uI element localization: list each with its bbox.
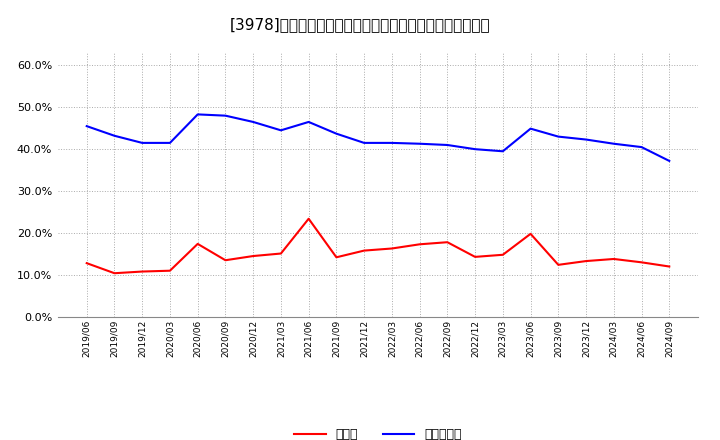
現預金 — [665, 264, 674, 269]
有利子負債 — [138, 140, 147, 146]
有利子負債 — [166, 140, 174, 146]
現預金 — [387, 246, 396, 251]
現預金 — [471, 254, 480, 260]
有利子負債 — [554, 134, 562, 139]
有利子負債 — [276, 128, 285, 133]
現預金 — [194, 241, 202, 246]
現預金 — [221, 257, 230, 263]
有利子負債 — [194, 112, 202, 117]
有利子負債 — [305, 119, 313, 125]
有利子負債 — [637, 144, 646, 150]
現預金 — [110, 271, 119, 276]
有利子負債 — [609, 141, 618, 147]
Legend: 現預金, 有利子負債: 現預金, 有利子負債 — [289, 423, 467, 440]
Line: 現預金: 現預金 — [86, 219, 670, 273]
有利子負債 — [332, 131, 341, 136]
有利子負債 — [82, 124, 91, 129]
有利子負債 — [110, 133, 119, 139]
有利子負債 — [443, 143, 451, 148]
現預金 — [526, 231, 535, 236]
現預金 — [637, 260, 646, 265]
現預金 — [138, 269, 147, 274]
有利子負債 — [526, 126, 535, 131]
現預金 — [415, 242, 424, 247]
有利子負債 — [471, 147, 480, 152]
現預金 — [305, 216, 313, 221]
有利子負債 — [221, 113, 230, 118]
現預金 — [582, 258, 590, 264]
Line: 有利子負債: 有利子負債 — [86, 114, 670, 161]
現預金 — [609, 257, 618, 262]
現預金 — [276, 251, 285, 256]
有利子負債 — [415, 141, 424, 147]
有利子負債 — [249, 119, 258, 125]
現預金 — [332, 255, 341, 260]
有利子負債 — [582, 137, 590, 142]
現預金 — [166, 268, 174, 273]
有利子負債 — [360, 140, 369, 146]
現預金 — [360, 248, 369, 253]
有利子負債 — [387, 140, 396, 146]
現預金 — [249, 253, 258, 259]
有利子負債 — [665, 158, 674, 164]
現預金 — [554, 262, 562, 268]
現預金 — [82, 260, 91, 266]
有利子負債 — [498, 149, 507, 154]
Text: [3978]　現預金、有利子負債の総資産に対する比率の推移: [3978] 現預金、有利子負債の総資産に対する比率の推移 — [230, 18, 490, 33]
現預金 — [443, 239, 451, 245]
現預金 — [498, 252, 507, 257]
